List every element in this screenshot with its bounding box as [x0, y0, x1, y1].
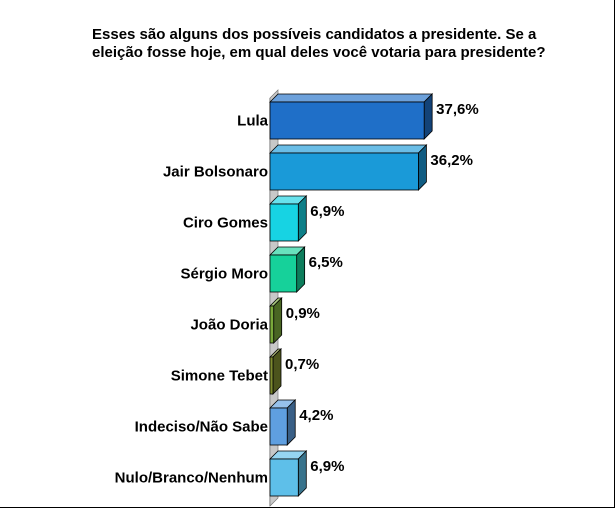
value-label-4: 0,9% [286, 305, 320, 322]
bar-side-0 [423, 93, 433, 140]
category-label-7: Nulo/Branco/Nenhum [115, 470, 268, 487]
category-label-6: Indeciso/Não Sabe [135, 419, 268, 436]
bar-side-5 [272, 348, 282, 395]
bar-3 [269, 254, 298, 293]
bar-4 [269, 305, 275, 344]
bar-side-4 [273, 297, 283, 344]
bar-1 [269, 152, 419, 191]
value-label-0: 37,6% [436, 101, 479, 118]
bar-top-1 [269, 144, 428, 154]
bar-0 [269, 101, 425, 140]
bar-6 [269, 407, 288, 446]
value-label-1: 36,2% [430, 152, 473, 169]
bar-side-7 [297, 450, 307, 497]
category-label-4: João Doria [190, 317, 268, 334]
bar-5 [269, 356, 274, 395]
category-label-0: Lula [237, 113, 268, 130]
value-label-3: 6,5% [309, 254, 343, 271]
chart-title: Esses são alguns dos possíveis candidato… [92, 26, 546, 61]
value-label-5: 0,7% [285, 356, 319, 373]
bar-top-0 [269, 93, 434, 103]
bar-side-1 [418, 144, 427, 191]
category-label-3: Sérgio Moro [180, 266, 268, 283]
bar-side-6 [286, 399, 296, 446]
category-label-2: Ciro Gomes [183, 215, 268, 232]
bar-side-2 [297, 195, 307, 242]
value-label-2: 6,9% [310, 203, 344, 220]
value-label-6: 4,2% [299, 407, 333, 424]
value-label-7: 6,9% [310, 458, 344, 475]
bar-side-3 [296, 246, 306, 293]
bar-2 [269, 203, 299, 242]
bar-7 [269, 458, 299, 497]
category-label-1: Jair Bolsonaro [163, 164, 268, 181]
category-label-5: Simone Tebet [171, 368, 268, 385]
